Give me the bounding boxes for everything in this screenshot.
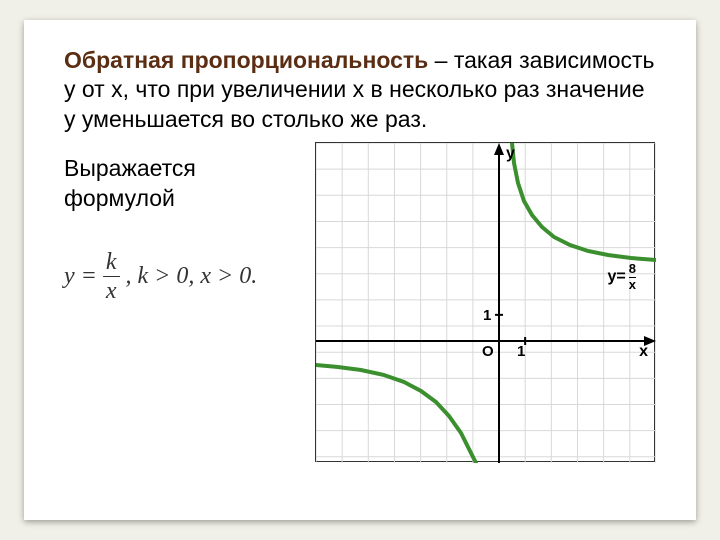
origin-label: О bbox=[482, 343, 494, 360]
slide: Обратная пропорциональность – такая зави… bbox=[24, 20, 696, 520]
tick-y-1: 1 bbox=[483, 307, 491, 324]
formula-y-eq: y = bbox=[64, 263, 97, 290]
expressed-line1: Выражается bbox=[64, 155, 196, 181]
eq-num: 8 bbox=[629, 263, 636, 275]
dash: – bbox=[428, 47, 454, 73]
formula-tail: , k > 0, x > 0. bbox=[126, 263, 258, 290]
hyperbola-chart: у х О 1 1 y= 8 x bbox=[315, 142, 655, 462]
x-axis-label: х bbox=[639, 343, 648, 361]
y-axis-label: у bbox=[506, 145, 515, 163]
formula-fraction: k x bbox=[103, 250, 120, 303]
expressed-line2: формулой bbox=[64, 185, 175, 211]
tick-x-1: 1 bbox=[517, 343, 525, 360]
eq-fraction: 8 x bbox=[629, 263, 636, 291]
formula-den: x bbox=[103, 279, 120, 303]
eq-den: x bbox=[629, 279, 636, 291]
fraction-bar bbox=[103, 276, 120, 277]
formula: y = k x , k > 0, x > 0. bbox=[64, 250, 309, 303]
formula-num: k bbox=[103, 250, 120, 274]
curve-equation: y= 8 x bbox=[608, 263, 636, 291]
term: Обратная пропорциональность bbox=[64, 47, 428, 73]
eq-prefix: y= bbox=[608, 268, 626, 286]
chart-svg bbox=[316, 143, 656, 463]
lower-row: Выражается формулой y = k x , k > 0, x >… bbox=[64, 154, 656, 462]
definition-text: Обратная пропорциональность – такая зави… bbox=[64, 46, 656, 134]
left-column: Выражается формулой y = k x , k > 0, x >… bbox=[64, 154, 309, 303]
expressed-label: Выражается формулой bbox=[64, 154, 309, 214]
